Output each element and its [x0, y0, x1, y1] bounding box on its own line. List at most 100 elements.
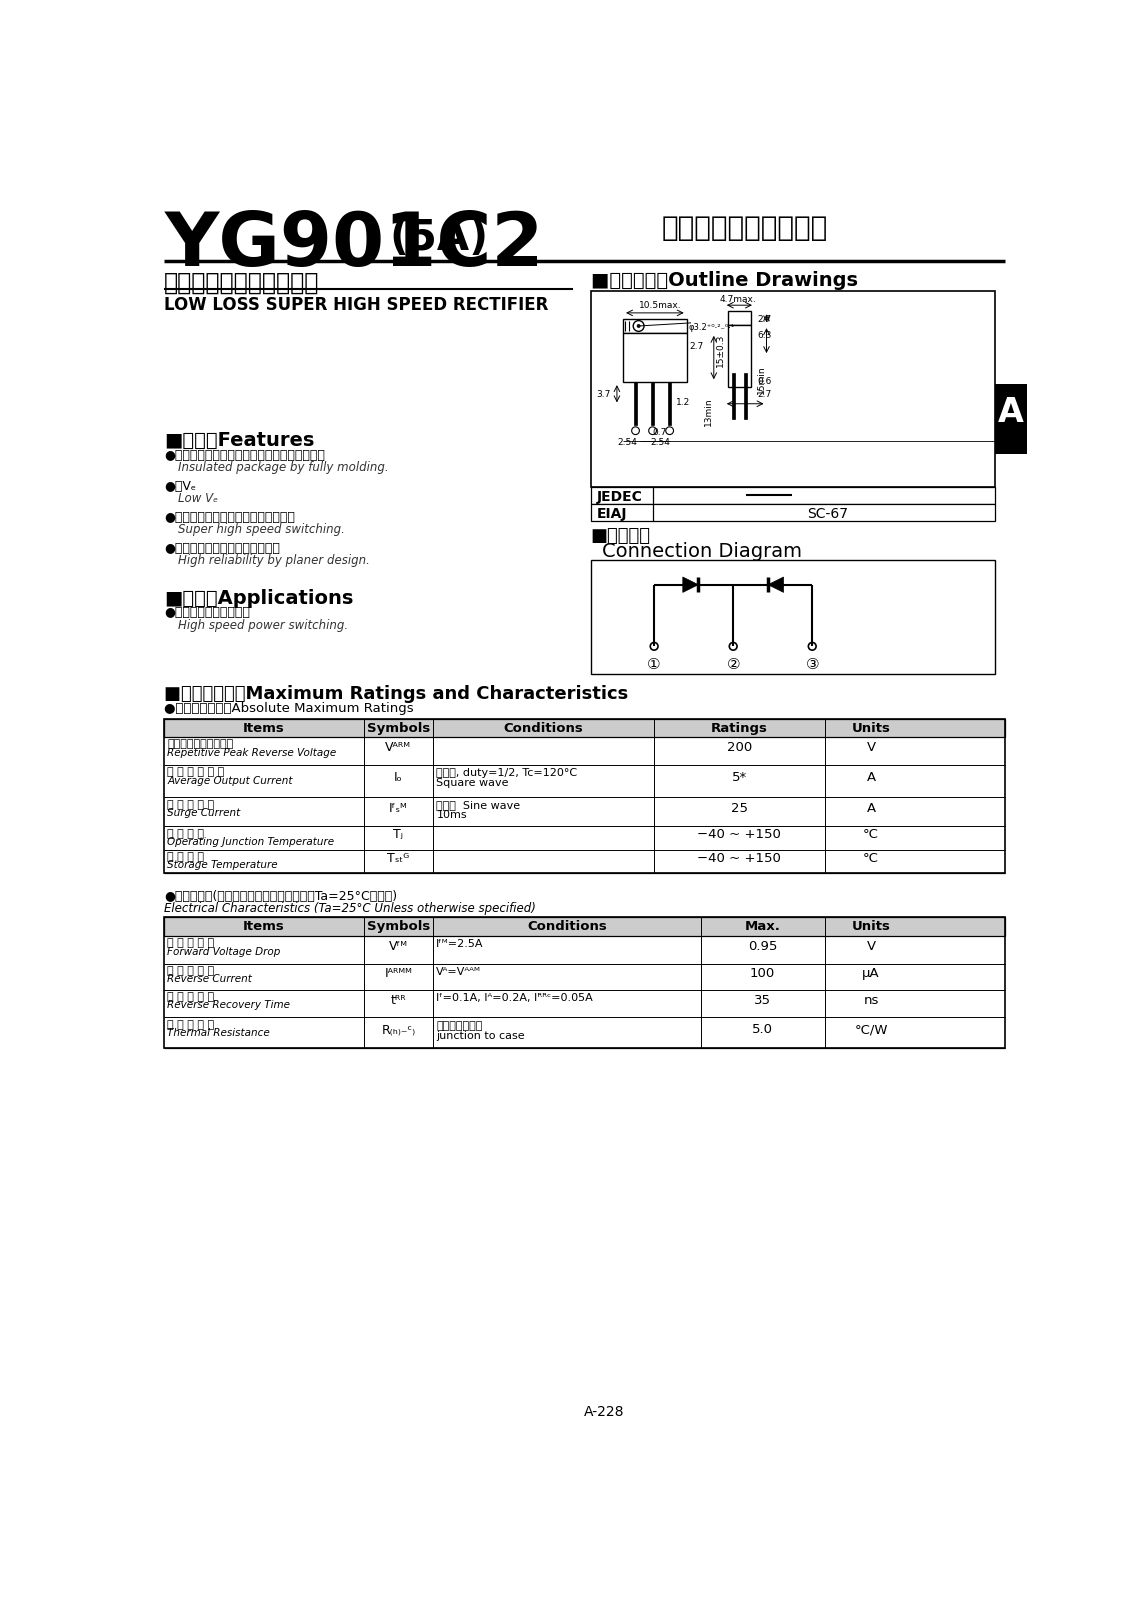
Text: ピーク繰り返し逆電圧: ピーク繰り返し逆電圧: [168, 739, 234, 749]
Text: ①: ①: [647, 658, 661, 672]
Text: °C: °C: [864, 851, 879, 864]
Text: A-228: A-228: [584, 1405, 625, 1419]
Text: R₍ₕ₎₋ᶜ₎: R₍ₕ₎₋ᶜ₎: [381, 1024, 415, 1037]
Text: Symbols: Symbols: [366, 722, 430, 734]
Text: ③: ③: [806, 658, 819, 672]
Text: 200: 200: [727, 741, 752, 755]
Text: Insulated package by fully molding.: Insulated package by fully molding.: [178, 461, 389, 475]
Circle shape: [808, 643, 816, 650]
Text: 2.7: 2.7: [758, 390, 771, 398]
Text: Storage Temperature: Storage Temperature: [168, 861, 278, 870]
Text: 正弦波  Sine wave: 正弦波 Sine wave: [436, 800, 520, 810]
Text: 2.54: 2.54: [650, 438, 670, 446]
Text: サ ー ジ 電 流: サ ー ジ 電 流: [168, 800, 215, 810]
Text: junction to case: junction to case: [436, 1032, 525, 1042]
Text: Iᴬᴿᴹᴹ: Iᴬᴿᴹᴹ: [385, 966, 412, 981]
Circle shape: [729, 643, 737, 650]
Text: Forward Voltage Drop: Forward Voltage Drop: [168, 947, 281, 957]
Text: φ3.2⁺⁰⋅²₋⁰⋅¹: φ3.2⁺⁰⋅²₋⁰⋅¹: [688, 323, 735, 331]
Text: Vᶠᴹ: Vᶠᴹ: [389, 941, 407, 954]
Text: (5A): (5A): [389, 216, 488, 259]
Text: 6.3: 6.3: [758, 331, 771, 339]
Text: 0.7: 0.7: [653, 429, 667, 437]
Circle shape: [649, 427, 656, 435]
Text: 15±0.3: 15±0.3: [717, 333, 726, 366]
Text: 接合・ケース間: 接合・ケース間: [436, 1021, 483, 1030]
Text: ■定格ど特性：Maximum Ratings and Characteristics: ■定格ど特性：Maximum Ratings and Characteristi…: [164, 685, 629, 702]
Text: High speed power switching.: High speed power switching.: [178, 619, 348, 632]
Text: 3.7: 3.7: [596, 390, 610, 398]
Text: ●低Vₑ: ●低Vₑ: [164, 480, 196, 493]
Bar: [728, 325, 751, 387]
Text: Tⱼ: Tⱼ: [394, 829, 404, 842]
Bar: [995, 384, 1027, 454]
Text: 10ms: 10ms: [436, 810, 467, 821]
Text: Low Vₑ: Low Vₑ: [178, 493, 218, 506]
Text: Symbols: Symbols: [366, 920, 430, 933]
Text: Operating Junction Temperature: Operating Junction Temperature: [168, 837, 334, 848]
Text: 25: 25: [731, 802, 747, 816]
Bar: [623, 333, 687, 382]
Text: ●絶対最大定格：Absolute Maximum Ratings: ●絶対最大定格：Absolute Maximum Ratings: [164, 702, 414, 715]
Bar: [744, 373, 747, 419]
Text: °C: °C: [864, 829, 879, 842]
Text: 熱 　 抜 　 抗: 熱 抜 抗: [168, 1019, 215, 1030]
Text: Conditions: Conditions: [504, 722, 583, 734]
Text: 100: 100: [750, 966, 775, 981]
Bar: [164, 917, 1005, 936]
Text: 逆 回 復 時 間: 逆 回 復 時 間: [168, 992, 215, 1002]
Text: Repetitive Peak Reverse Voltage: Repetitive Peak Reverse Voltage: [168, 747, 337, 758]
Text: Iᶠₛᴹ: Iᶠₛᴹ: [389, 802, 407, 816]
Bar: [669, 382, 671, 424]
Text: 保 存 温 度: 保 存 温 度: [168, 851, 204, 862]
Text: 0.95: 0.95: [748, 941, 777, 954]
Text: ●電気的特性(特に指定がない限り周囲温度Ta=25°Cとする): ●電気的特性(特に指定がない限り周囲温度Ta=25°Cとする): [164, 890, 397, 902]
Text: Items: Items: [243, 920, 285, 933]
Text: Electrical Characteristics (Ta=25°C Unless otherwise specified): Electrical Characteristics (Ta=25°C Unle…: [164, 902, 536, 915]
Text: 逆 　 電 　 流: 逆 電 流: [168, 966, 215, 976]
Text: Vᴬ=Vᴬᴬᴹ: Vᴬ=Vᴬᴬᴹ: [436, 966, 482, 976]
Bar: [728, 312, 751, 325]
Bar: [591, 504, 995, 520]
Text: −40 ~ +150: −40 ~ +150: [697, 829, 782, 842]
Text: A: A: [866, 771, 875, 784]
Text: LOW LOSS SUPER HIGH SPEED RECTIFIER: LOW LOSS SUPER HIGH SPEED RECTIFIER: [164, 296, 549, 314]
Text: μA: μA: [863, 966, 880, 981]
Text: ns: ns: [864, 994, 879, 1006]
Text: 0.6: 0.6: [758, 376, 771, 386]
Text: 2.7: 2.7: [758, 315, 771, 325]
Text: ■特長：Features: ■特長：Features: [164, 430, 315, 450]
Circle shape: [650, 643, 658, 650]
Text: Super high speed switching.: Super high speed switching.: [178, 523, 345, 536]
Text: −40 ~ +150: −40 ~ +150: [697, 851, 782, 864]
Text: 順 　 電 　 圧: 順 電 圧: [168, 938, 215, 949]
Text: V: V: [866, 741, 875, 755]
Text: Items: Items: [243, 722, 285, 734]
Text: High reliability by planer design.: High reliability by planer design.: [178, 554, 370, 566]
Text: Max.: Max.: [745, 920, 780, 933]
Text: Reverse Current: Reverse Current: [168, 974, 252, 984]
Text: 接 合 温 度: 接 合 温 度: [168, 829, 204, 838]
Circle shape: [637, 325, 640, 328]
Bar: [634, 382, 637, 424]
Text: tᴿᴿ: tᴿᴿ: [390, 994, 406, 1006]
Bar: [623, 318, 687, 333]
Text: Square wave: Square wave: [436, 778, 509, 787]
Text: Units: Units: [851, 722, 891, 734]
Text: 13min: 13min: [704, 397, 713, 426]
Text: Surge Current: Surge Current: [168, 808, 241, 818]
Bar: [591, 486, 995, 504]
Text: Units: Units: [851, 920, 891, 933]
Text: Iᶠᴹ=2.5A: Iᶠᴹ=2.5A: [436, 939, 484, 949]
Text: 2.7: 2.7: [689, 342, 703, 350]
Circle shape: [633, 320, 644, 331]
Text: Reverse Recovery Time: Reverse Recovery Time: [168, 1000, 291, 1011]
Bar: [164, 718, 1005, 872]
Bar: [652, 382, 654, 424]
Text: 5.0: 5.0: [752, 1024, 774, 1037]
Text: Ratings: Ratings: [711, 722, 768, 734]
Text: Connection Diagram: Connection Diagram: [602, 542, 802, 562]
Text: YG901C2: YG901C2: [164, 210, 544, 282]
Text: 4.7max.: 4.7max.: [720, 294, 756, 304]
Polygon shape: [682, 578, 698, 592]
